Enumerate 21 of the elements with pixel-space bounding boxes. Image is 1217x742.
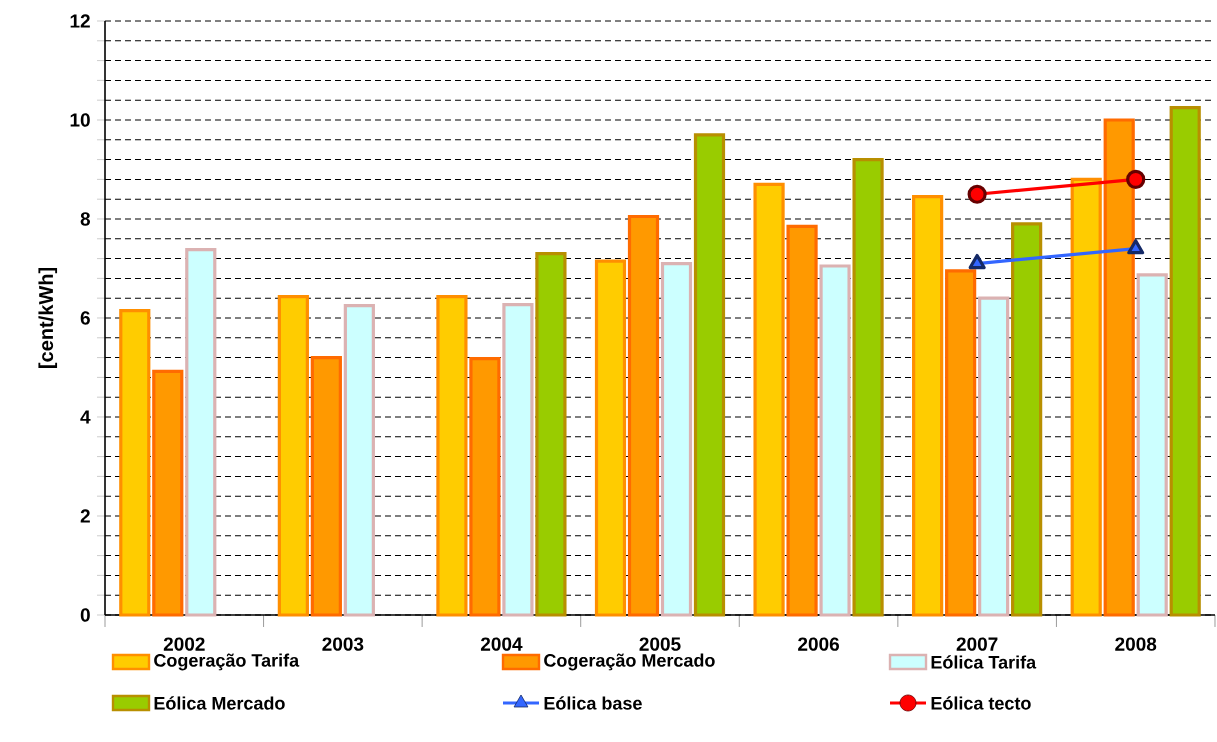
- y-tick-label: 8: [80, 212, 91, 226]
- x-tick-label: 2004: [480, 637, 523, 651]
- legend-label: Eólica Mercado: [154, 696, 285, 710]
- y-tick-label: 12: [70, 14, 90, 28]
- y-tick-label: 0: [80, 608, 90, 622]
- y-tick-label: 10: [70, 113, 90, 127]
- legend-label: Eólica Tarifa: [931, 655, 1037, 669]
- y-axis-title: [cent/kWh]: [38, 267, 58, 368]
- x-tick-label: 2005: [639, 637, 681, 651]
- x-tick-label: 2006: [798, 637, 839, 651]
- legend-label: Eólica tecto: [931, 696, 1031, 710]
- legend-label: Cogeração Tarifa: [154, 653, 300, 671]
- x-tick-label: 2008: [1115, 637, 1157, 651]
- x-tick-label: 2007: [956, 637, 998, 651]
- y-tick-label: 2: [80, 509, 90, 523]
- legend-label: Cogeração Mercado: [544, 653, 715, 671]
- x-tick-label: 2002: [163, 637, 205, 651]
- y-tick-label: 6: [80, 311, 90, 325]
- x-tick-label: 2003: [322, 637, 364, 651]
- legend-label: Eólica base: [544, 696, 642, 710]
- y-tick-label: 4: [80, 410, 91, 424]
